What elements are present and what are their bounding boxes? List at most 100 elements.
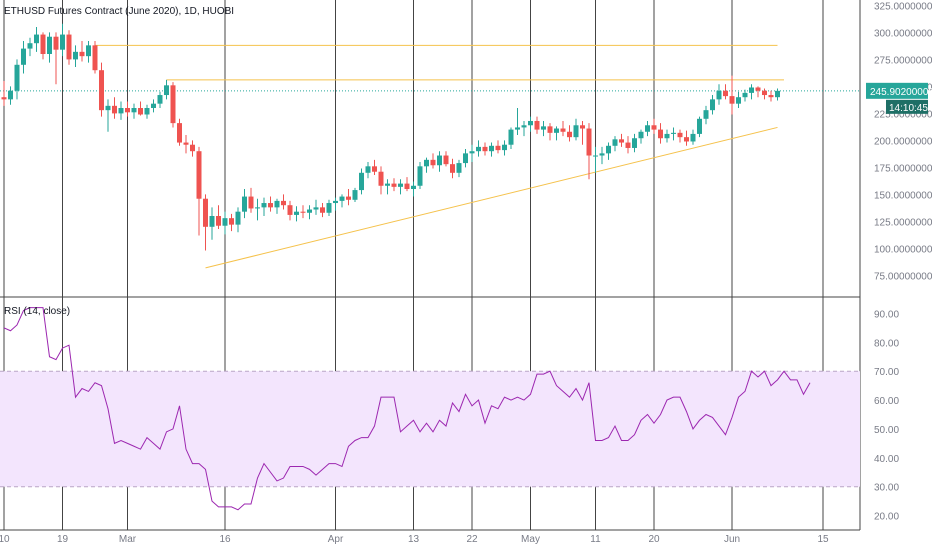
- candle-body: [573, 125, 579, 138]
- candle-body: [515, 127, 520, 130]
- rsi-tick-label: 20.00: [874, 512, 899, 523]
- candle-body: [177, 123, 182, 143]
- candle-body: [450, 164, 455, 173]
- candle-body: [378, 171, 384, 186]
- candle-body: [391, 183, 397, 187]
- candle-body: [430, 159, 436, 166]
- candle-body: [716, 90, 722, 100]
- candle-body: [216, 216, 221, 226]
- candle-body: [144, 108, 150, 115]
- candle-body: [255, 207, 260, 209]
- candle-body: [567, 131, 572, 138]
- candle-body: [92, 45, 98, 71]
- price-tick-label: 175.00000000: [874, 163, 932, 174]
- candle-body: [287, 205, 293, 215]
- candle-body: [703, 110, 709, 119]
- candle-body: [580, 125, 585, 129]
- candle-body: [307, 209, 312, 213]
- candle-body: [398, 183, 403, 187]
- candle-body: [209, 216, 215, 227]
- rsi-title: RSI (14, close): [4, 306, 71, 317]
- candle-body: [599, 153, 605, 156]
- candle-body: [196, 151, 202, 199]
- rsi-tick-label: 80.00: [874, 338, 899, 349]
- candle-body: [593, 155, 598, 157]
- price-tick-label: 300.00000000: [874, 28, 932, 39]
- candle-body: [424, 159, 429, 167]
- candle-body: [86, 45, 91, 57]
- candle-body: [40, 34, 46, 54]
- candle-body: [476, 146, 481, 152]
- candle-body: [34, 34, 39, 44]
- time-tick-label: 20: [648, 534, 660, 545]
- candle-body: [632, 138, 637, 148]
- candle-body: [112, 105, 117, 114]
- candle-body: [346, 196, 351, 200]
- candle-body: [21, 48, 26, 65]
- rsi-tick-label: 70.00: [874, 367, 899, 378]
- candle-body: [385, 183, 390, 186]
- price-tick-label: 200.00000000: [874, 136, 932, 147]
- candle-body: [118, 108, 124, 114]
- price-tick-label: 75.00000000: [874, 271, 932, 282]
- candle-body: [645, 125, 650, 132]
- price-tick-label: 125.00000000: [874, 217, 932, 228]
- candle-body: [53, 36, 59, 50]
- candle-body: [8, 90, 13, 100]
- candle-body: [697, 118, 702, 134]
- candle-body: [268, 203, 273, 208]
- candle-body: [606, 145, 611, 154]
- time-tick-label: 13: [408, 534, 420, 545]
- candle-body: [437, 155, 442, 166]
- candle-body: [762, 90, 767, 96]
- candle-body: [79, 51, 85, 57]
- candle-body: [638, 131, 644, 139]
- candle-body: [495, 145, 501, 151]
- candle-body: [99, 70, 104, 111]
- candle-body: [547, 126, 553, 133]
- price-tick-label: 100.00000000: [874, 244, 932, 255]
- rsi-band: [0, 371, 860, 487]
- candle-body: [755, 87, 761, 91]
- chart-title: ETHUSD Futures Contract (June 2020), 1D,…: [4, 6, 235, 17]
- candle-body: [729, 96, 735, 104]
- candle-body: [359, 172, 364, 191]
- candle-body: [235, 211, 241, 225]
- candle-body: [294, 211, 299, 215]
- candle-body: [625, 142, 631, 148]
- price-tick-label: 150.00000000: [874, 190, 932, 201]
- rsi-line: [3, 307, 811, 511]
- candle-body: [170, 85, 176, 124]
- price-tick-label: 325.00000000: [874, 1, 932, 12]
- candle-body: [541, 126, 546, 130]
- candle-body: [365, 166, 371, 173]
- candle-body: [333, 200, 338, 204]
- candle-body: [443, 155, 449, 165]
- candle-body: [651, 125, 657, 130]
- candle-body: [183, 142, 189, 145]
- candle-body: [222, 218, 228, 226]
- candle-body: [339, 196, 345, 201]
- candle-body: [320, 207, 325, 213]
- candle-body: [248, 196, 254, 209]
- candle-body: [274, 200, 280, 208]
- candle-body: [775, 90, 780, 98]
- candle-body: [502, 144, 507, 151]
- rsi-tick-label: 40.00: [874, 454, 899, 465]
- candle-body: [131, 108, 137, 113]
- candle-body: [404, 183, 410, 189]
- candle-body: [723, 90, 728, 97]
- rsi-tick-label: 30.00: [874, 483, 899, 494]
- candle-body: [528, 120, 533, 126]
- time-tick-label: 16: [219, 534, 231, 545]
- candle-body: [658, 129, 663, 139]
- candle-body: [73, 51, 78, 60]
- candle-body: [417, 166, 423, 186]
- candle-body: [677, 132, 683, 138]
- candle-body: [482, 146, 488, 152]
- candle-body: [281, 200, 286, 206]
- candle-body: [47, 36, 52, 54]
- current-price-label: 245.90200000: [870, 87, 932, 98]
